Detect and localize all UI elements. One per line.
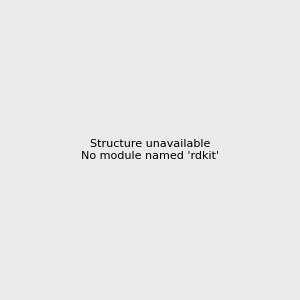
Text: Structure unavailable
No module named 'rdkit': Structure unavailable No module named 'r… <box>81 139 219 161</box>
